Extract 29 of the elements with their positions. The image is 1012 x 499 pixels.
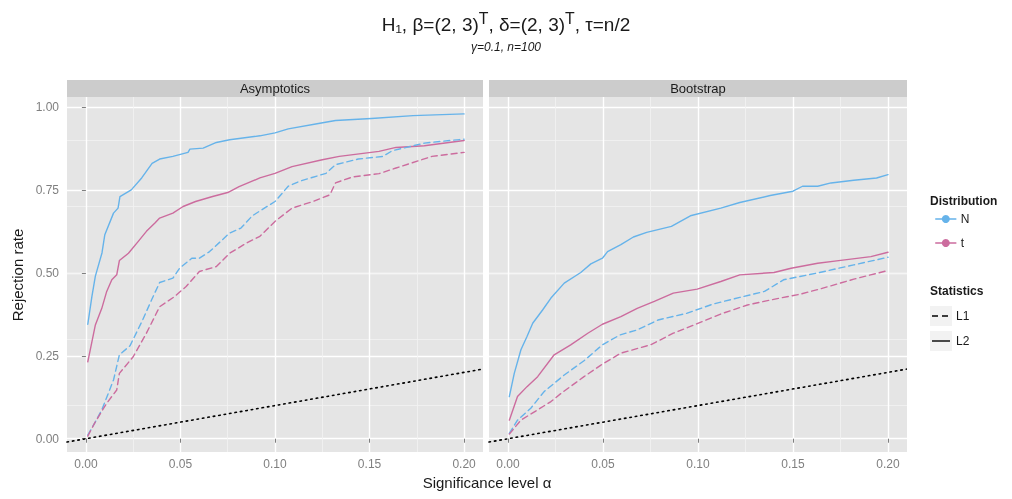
legend-title: Distribution (930, 194, 998, 208)
x-axis-title: Significance level α (421, 474, 553, 491)
y-tick-label: 0.50 (35, 265, 60, 280)
x-tick-label: 0.20 (452, 457, 477, 471)
legend-label: N (960, 212, 970, 226)
chart-title: Bootstrap (489, 80, 907, 97)
x-tick-label: 0.10 (686, 457, 710, 471)
text: H₁, β=(2, 3)$^{T}$, δ=(2, 3)$^{T}$, τ=n/2 (380, 10, 632, 37)
x-tick-label: 0.20 (876, 457, 900, 471)
x-tick-label: 0.15 (357, 457, 382, 471)
y-tick-label: 0.75 (35, 182, 60, 197)
x-tick-label: 0.15 (781, 457, 805, 471)
x-tick-label: 0.00 (496, 457, 520, 471)
legend-label: t (960, 236, 965, 250)
x-tick-label: 0.00 (74, 457, 98, 471)
line-series (87, 139, 465, 363)
line-series (87, 113, 465, 325)
y-tick-label: 0.25 (35, 348, 60, 363)
x-tick-label: 0.10 (263, 457, 287, 471)
x-tick-label: 0.05 (591, 457, 615, 471)
text: γ=0.1, n=100 (469, 40, 543, 54)
chart-title: Asymptotics (67, 80, 483, 97)
y-tick-label: 0.00 (35, 431, 60, 446)
text: Statistics (930, 284, 984, 298)
text: L2 (956, 334, 970, 348)
y-axis-title: Rejection rate (8, 228, 26, 321)
y-tick-label: 1.00 (35, 99, 60, 114)
x-tick-label: 0.05 (168, 457, 193, 471)
text: L1 (956, 309, 970, 323)
